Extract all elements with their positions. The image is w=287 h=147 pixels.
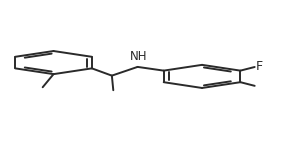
- Text: F: F: [256, 61, 263, 74]
- Text: NH: NH: [130, 50, 148, 63]
